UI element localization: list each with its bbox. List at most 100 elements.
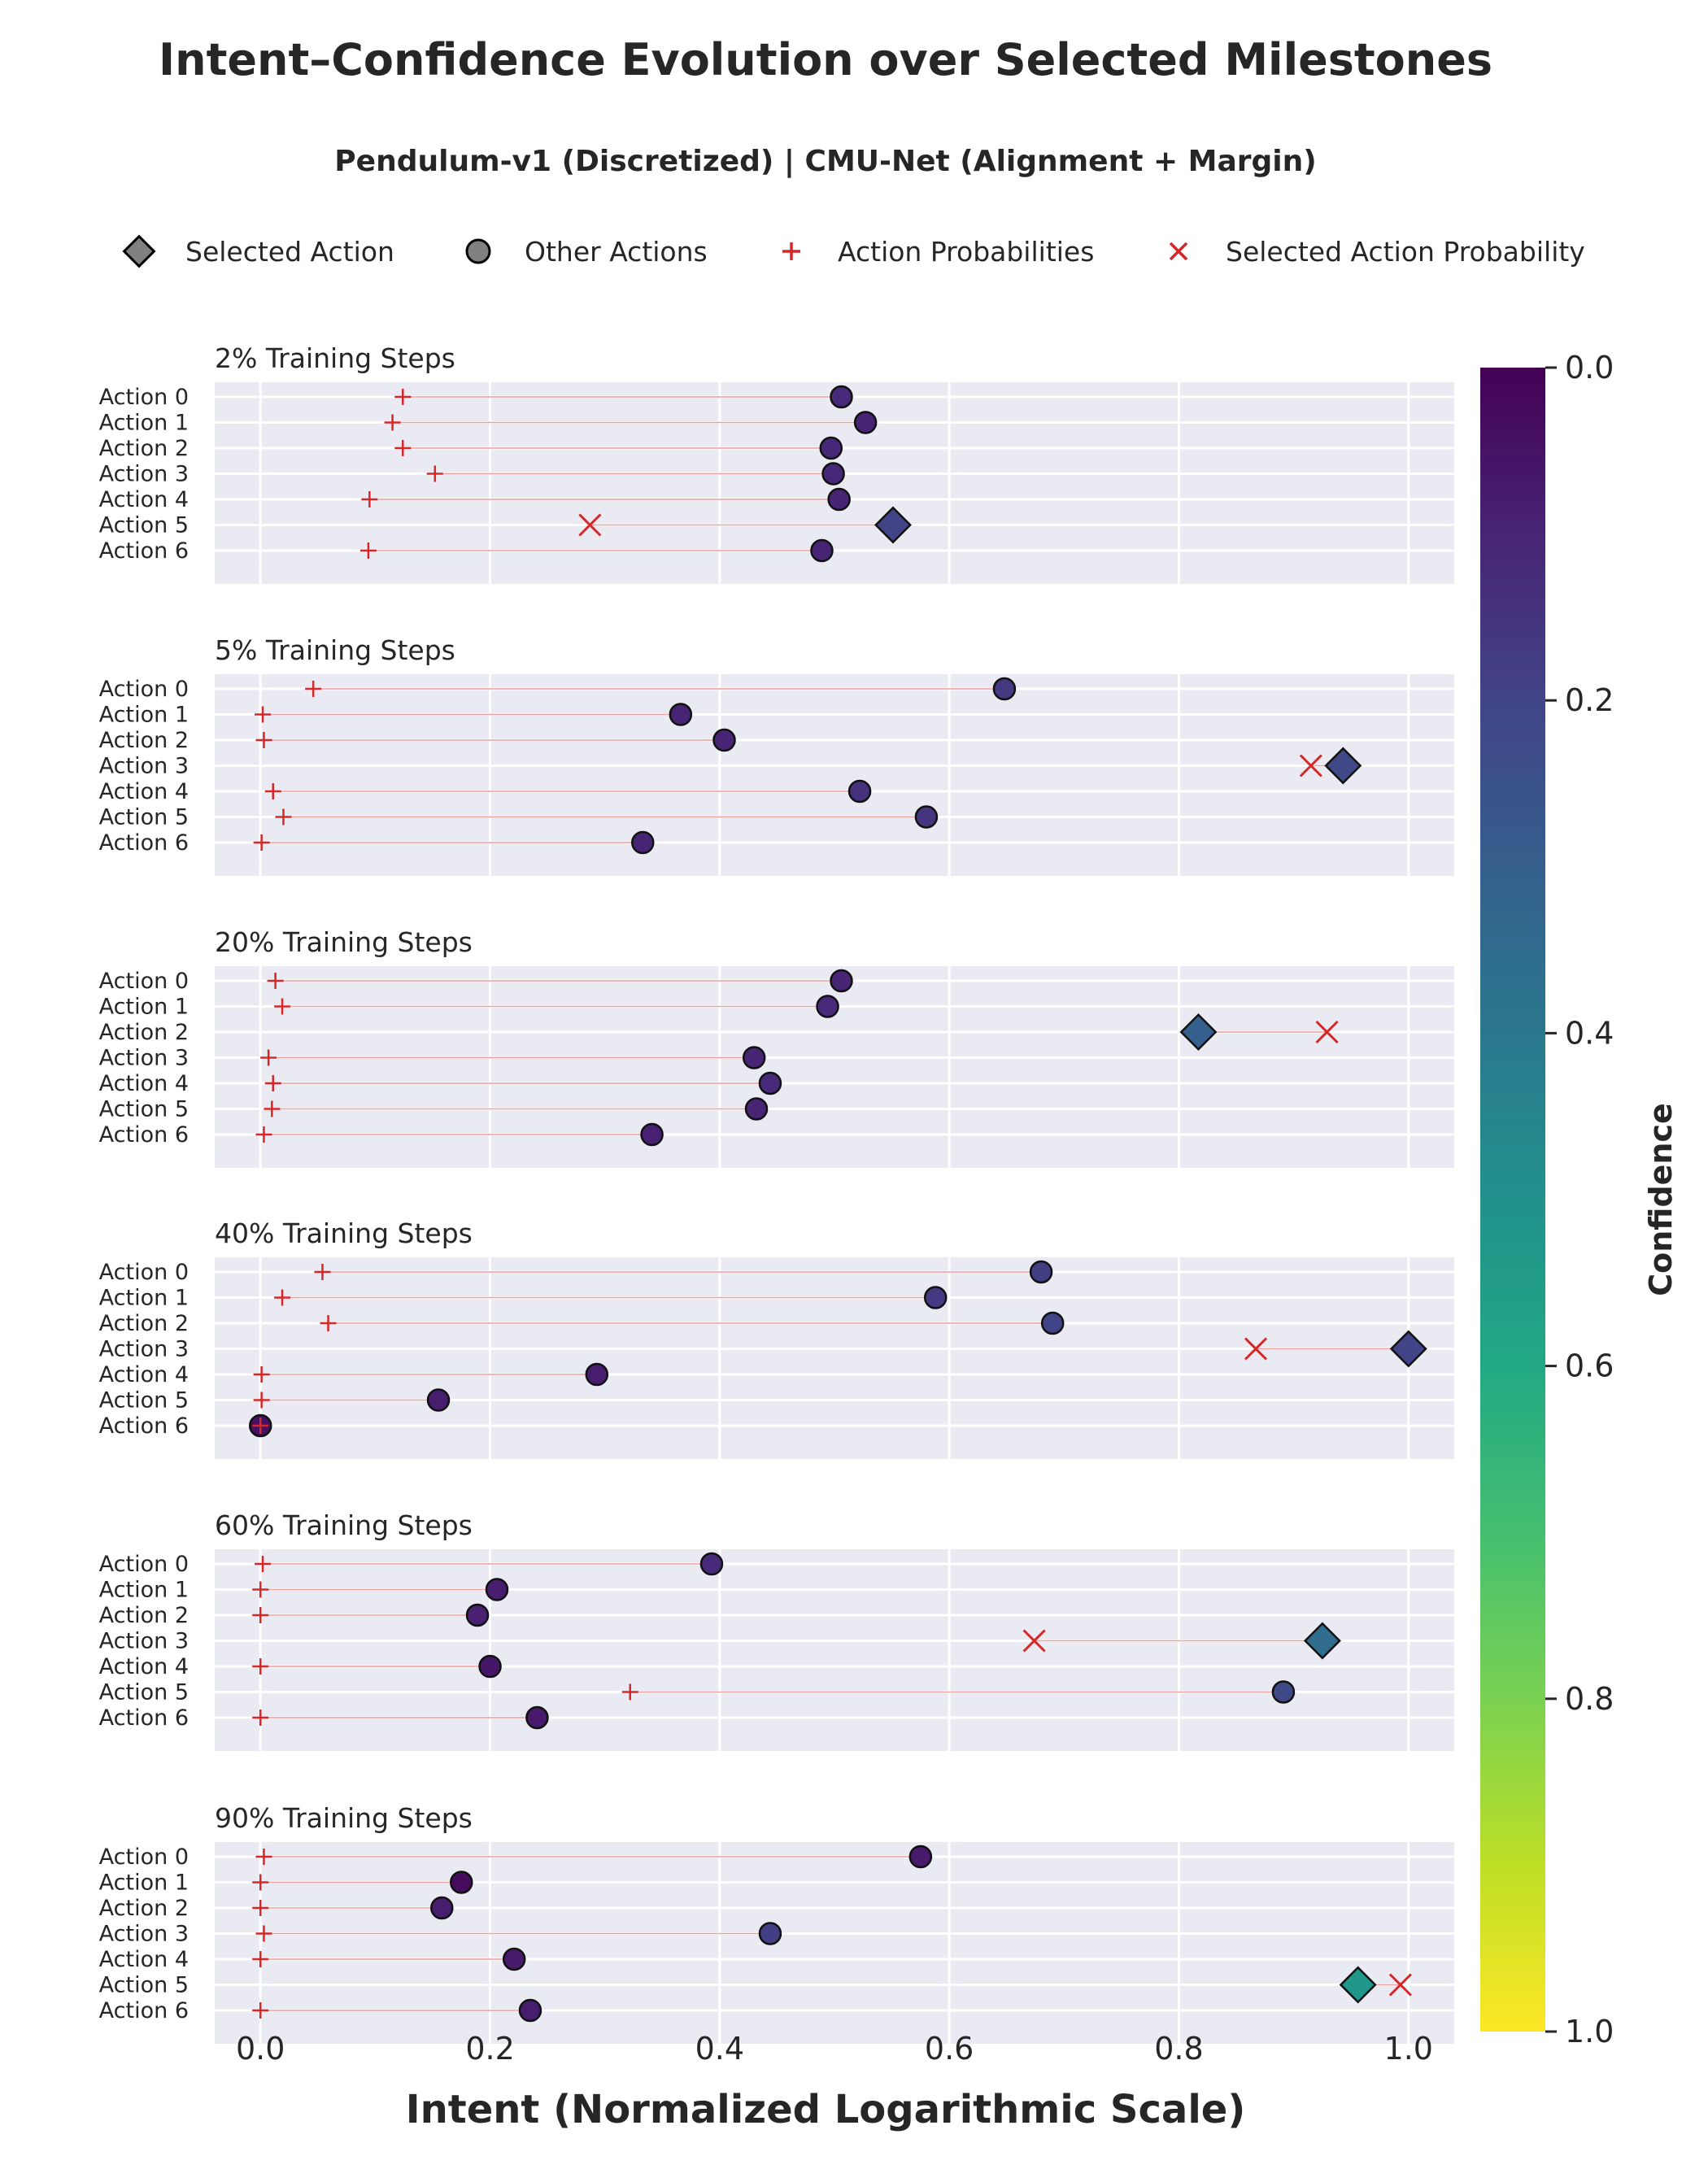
action-marker	[816, 995, 839, 1018]
panel-title: 90% Training Steps	[215, 1802, 473, 1834]
action-marker	[821, 462, 845, 486]
probability-marker	[255, 706, 272, 723]
colorbar-tick-label: 0.4	[1565, 1015, 1614, 1051]
legend-other-actions-marker	[465, 238, 491, 264]
legend-selected-action-marker	[122, 234, 156, 268]
selected-action-marker	[1303, 1622, 1341, 1660]
selected-probability-marker	[1244, 1337, 1268, 1361]
action-marker	[669, 703, 693, 726]
y-tick-label: Action 5	[99, 1973, 189, 1998]
legend-selected-probability-label: Selected Action Probability	[1226, 236, 1585, 268]
y-tick-label: Action 0	[99, 1845, 189, 1870]
selected-action-marker	[1389, 1330, 1427, 1368]
action-marker	[853, 411, 878, 434]
colorbar-tick-label: 0.8	[1565, 1681, 1614, 1717]
y-tick-label: Action 4	[99, 1947, 189, 1972]
y-tick-label: Action 6	[99, 1998, 189, 2023]
y-tick-label: Action 6	[99, 830, 189, 856]
probability-marker	[426, 465, 443, 482]
probability-marker	[255, 1556, 272, 1572]
action-marker	[923, 1286, 948, 1309]
probability-marker	[320, 1315, 337, 1331]
legend-selected-probability-marker	[1169, 242, 1188, 261]
y-tick-label: Action 2	[99, 728, 189, 753]
y-tick-label: Action 2	[99, 1603, 189, 1628]
action-marker	[502, 1947, 526, 1971]
colorbar: 0.0 0.2 0.4 0.6 0.8 1.0 Confidence	[1480, 350, 1679, 2049]
x-tick-label: 0.4	[695, 2031, 744, 2067]
probability-marker	[260, 1049, 277, 1066]
selected-probability-marker	[1315, 1020, 1339, 1044]
y-tick-label: Action 3	[99, 754, 189, 779]
y-tick-label: Action 5	[99, 1388, 189, 1413]
probability-marker	[252, 1710, 269, 1726]
y-tick-label: Action 1	[99, 1578, 189, 1603]
action-marker	[1029, 1260, 1053, 1284]
probability-marker	[267, 973, 284, 989]
colorbar-tick-label: 0.6	[1565, 1348, 1614, 1384]
y-tick-label: Action 6	[99, 538, 189, 564]
y-tick-label: Action 6	[99, 1122, 189, 1148]
probability-marker	[255, 1925, 272, 1942]
x-tick-label: 0.6	[925, 2031, 974, 2067]
selected-action-marker	[1179, 1013, 1218, 1051]
action-marker	[758, 1922, 782, 1945]
panel-title: 40% Training Steps	[215, 1217, 473, 1249]
probability-marker	[252, 1874, 269, 1891]
colorbar-gradient	[1480, 368, 1545, 2032]
action-marker	[744, 1097, 769, 1121]
y-tick-label: Action 3	[99, 462, 189, 487]
action-marker	[585, 1362, 609, 1387]
selected-probability-marker	[1299, 754, 1322, 777]
selected-probability-marker	[578, 513, 602, 537]
probability-marker	[252, 1658, 269, 1675]
action-marker	[450, 1871, 473, 1894]
action-marker	[827, 487, 851, 512]
legend: Selected Action Other Actions Action Pro…	[122, 234, 1585, 268]
y-tick-label: Action 4	[99, 1654, 189, 1679]
probability-marker	[359, 542, 377, 559]
panel-title: 5% Training Steps	[215, 634, 455, 666]
action-marker	[430, 1896, 454, 1920]
probability-marker	[275, 808, 292, 825]
action-marker	[830, 969, 853, 993]
action-marker	[830, 385, 853, 409]
action-marker	[1040, 1311, 1065, 1335]
y-tick-label: Action 0	[99, 677, 189, 702]
probability-marker	[255, 732, 272, 748]
y-tick-label: Action 4	[99, 779, 189, 804]
action-marker	[992, 677, 1017, 701]
y-tick-label: Action 6	[99, 1413, 189, 1439]
y-tick-label: Action 1	[99, 1871, 189, 1896]
chart-title: Intent–Confidence Evolution over Selecte…	[159, 34, 1492, 85]
colorbar-tick-label: 0.2	[1565, 682, 1614, 718]
action-marker	[518, 1998, 542, 2023]
panel-title: 20% Training Steps	[215, 926, 473, 958]
panel-background	[215, 966, 1454, 1168]
probability-marker	[305, 681, 322, 697]
y-tick-label: Action 6	[99, 1705, 189, 1731]
x-tick-label: 0.8	[1154, 2031, 1203, 2067]
action-marker	[742, 1046, 766, 1069]
action-marker	[819, 436, 843, 460]
x-axis-label: Intent (Normalized Logarithmic Scale)	[406, 2087, 1246, 2132]
probability-marker	[384, 414, 401, 431]
panel-background	[215, 1257, 1454, 1459]
y-tick-label: Action 4	[99, 1071, 189, 1096]
y-tick-label: Action 1	[99, 995, 189, 1020]
probability-marker	[394, 440, 412, 456]
colorbar-tick-label: 0.0	[1565, 350, 1614, 385]
action-marker	[640, 1122, 664, 1147]
action-marker	[485, 1578, 509, 1601]
probability-marker	[264, 783, 281, 799]
selected-action-marker	[874, 506, 912, 544]
y-tick-label: Action 4	[99, 1362, 189, 1387]
action-marker	[631, 830, 655, 855]
probability-marker	[255, 1849, 272, 1865]
y-tick-label: Action 0	[99, 969, 189, 994]
